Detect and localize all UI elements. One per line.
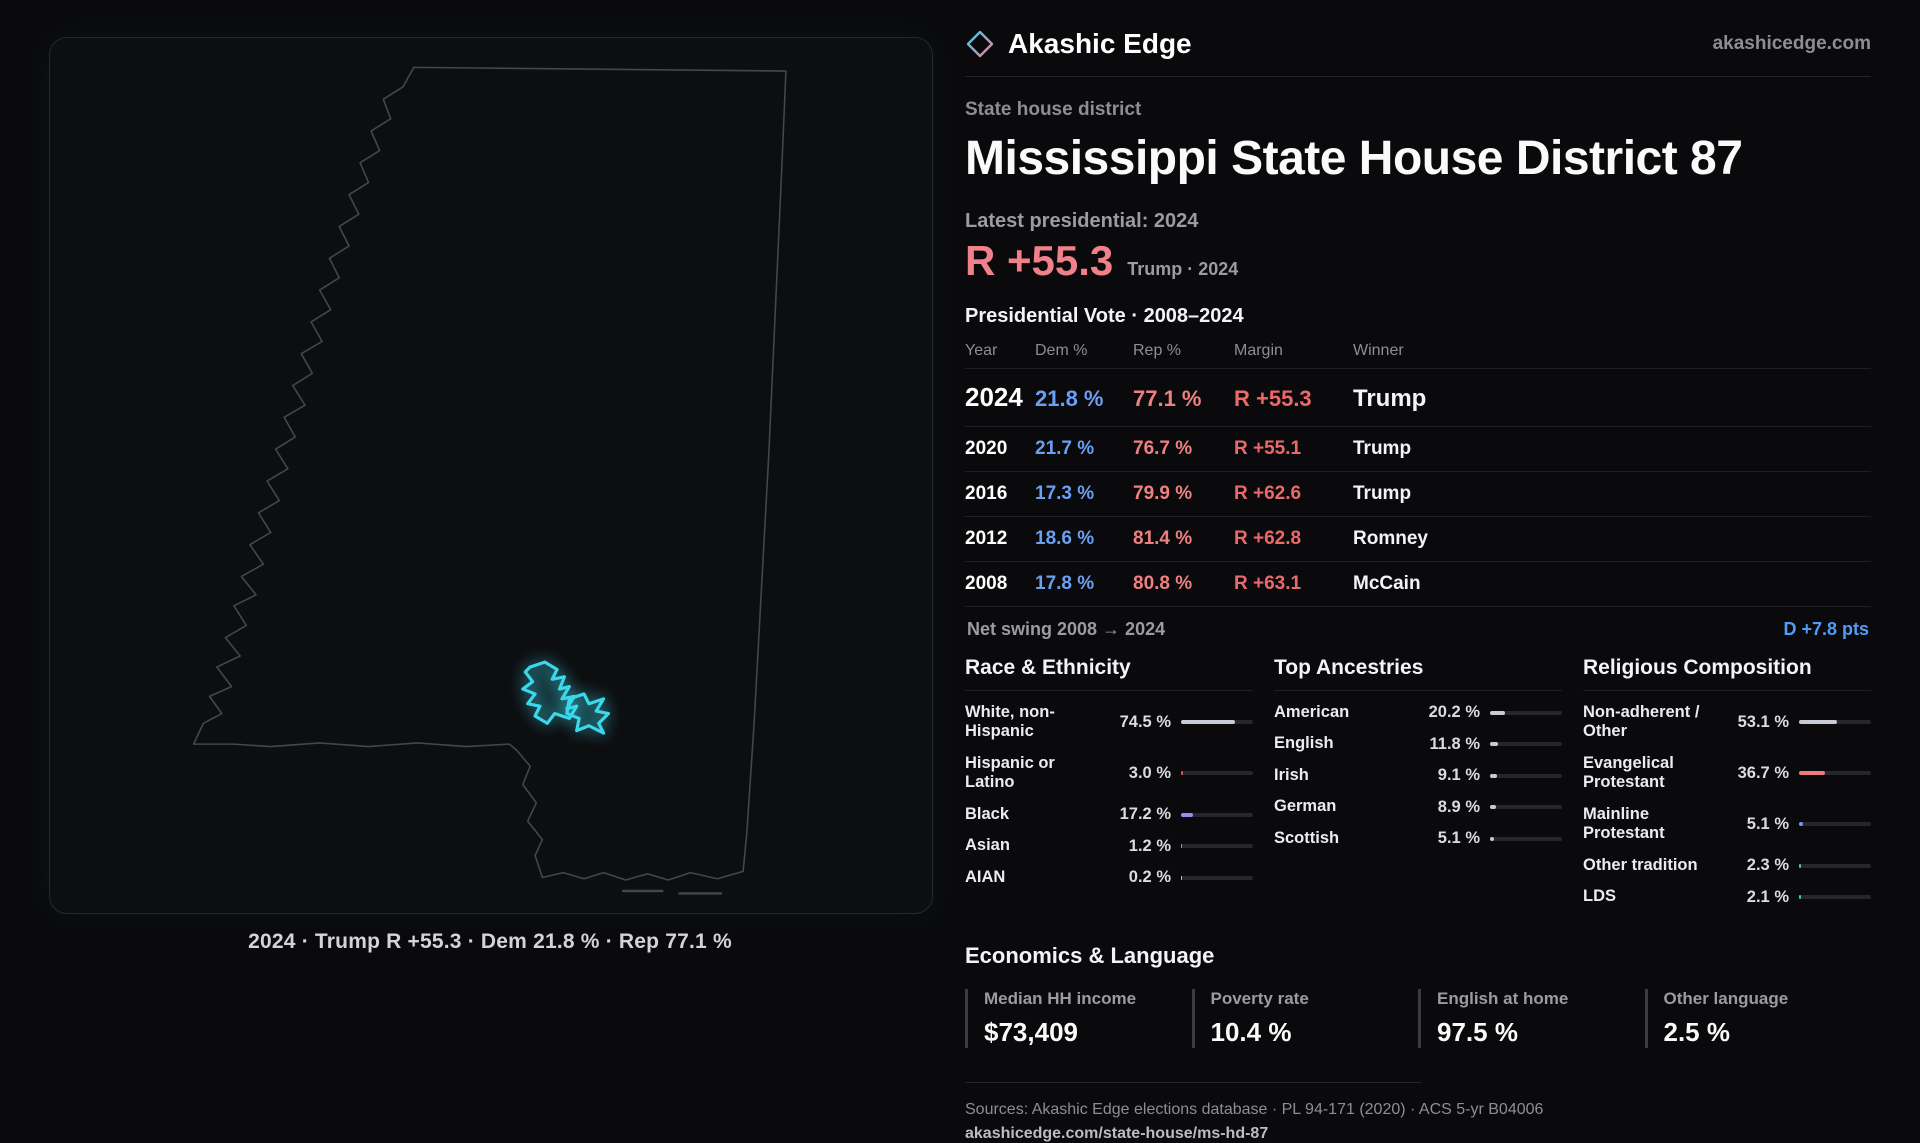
demo-row: LDS 2.1 % — [1583, 881, 1871, 912]
bar-fill — [1799, 771, 1825, 775]
bar-track — [1490, 711, 1562, 715]
demo-row: Evangelical Protestant 36.7 % — [1583, 748, 1871, 799]
net-swing-value: D +7.8 pts — [1783, 619, 1869, 640]
religion-section: Religious Composition Non-adherent / Oth… — [1583, 656, 1871, 913]
demo-row: Non-adherent / Other 53.1 % — [1583, 697, 1871, 748]
district-kicker: State house district — [965, 99, 1871, 121]
bar-track — [1181, 720, 1253, 724]
bar-fill — [1490, 774, 1497, 778]
bar-track — [1181, 813, 1253, 817]
col-winner: Winner — [1353, 342, 1871, 360]
bar-track — [1490, 774, 1562, 778]
bar-track — [1490, 805, 1562, 809]
demo-row: Mainline Protestant 5.1 % — [1583, 799, 1871, 850]
demo-row: Hispanic or Latino 3.0 % — [965, 748, 1253, 799]
district-detail-panel: Akashic Edge akashicedge.com State house… — [965, 28, 1871, 1143]
ancestries-title: Top Ancestries — [1274, 656, 1562, 691]
footer-divider — [965, 1082, 1421, 1083]
net-swing-row: Net swing 2008 → 2024 D +7.8 pts — [965, 606, 1871, 640]
bar-track — [1181, 771, 1253, 775]
vote-table-title: Presidential Vote · 2008–2024 — [965, 305, 1871, 328]
col-year: Year — [965, 342, 1035, 360]
page-title: Mississippi State House District 87 — [965, 131, 1871, 186]
site-link[interactable]: akashicedge.com — [1713, 33, 1871, 55]
bar-track — [1799, 771, 1871, 775]
table-row: 2008 17.8 % 80.8 % R +63.1 McCain — [965, 561, 1871, 606]
table-header-row: Year Dem % Rep % Margin Winner — [965, 336, 1871, 368]
bar-track — [1490, 742, 1562, 746]
religion-title: Religious Composition — [1583, 656, 1871, 691]
demo-row: AIAN 0.2 % — [965, 862, 1253, 893]
col-rep: Rep % — [1133, 342, 1234, 360]
col-margin: Margin — [1234, 342, 1353, 360]
table-row: 2012 18.6 % 81.4 % R +62.8 Romney — [965, 516, 1871, 561]
demo-row: White, non-Hispanic 74.5 % — [965, 697, 1253, 748]
bar-fill — [1490, 805, 1496, 809]
district-map-panel — [49, 37, 933, 914]
ancestries-section: Top Ancestries American 20.2 % English 1… — [1274, 656, 1562, 913]
table-row: 2024 21.8 % 77.1 % R +55.3 Trump — [965, 368, 1871, 426]
stat-english-at-home: English at home 97.5 % — [1418, 989, 1645, 1048]
headline-margin: R +55.3 Trump · 2024 — [965, 237, 1871, 285]
bar-track — [1181, 876, 1253, 880]
bar-fill — [1490, 837, 1494, 841]
header: Akashic Edge akashicedge.com — [965, 28, 1871, 77]
net-swing-label: Net swing 2008 → 2024 — [967, 619, 1165, 640]
brand: Akashic Edge — [965, 28, 1192, 60]
economics-stats: Median HH income $73,409 Poverty rate 10… — [965, 989, 1871, 1048]
demo-row: American 20.2 % — [1274, 697, 1562, 728]
economics-title: Economics & Language — [965, 943, 1871, 969]
demo-row: English 11.8 % — [1274, 728, 1562, 759]
stat-other-language: Other language 2.5 % — [1645, 989, 1872, 1048]
bar-track — [1490, 837, 1562, 841]
bar-fill — [1181, 720, 1235, 724]
bar-fill — [1181, 844, 1182, 848]
demo-row: Scottish 5.1 % — [1274, 823, 1562, 854]
race-ethnicity-title: Race & Ethnicity — [965, 656, 1253, 691]
sources-line: Sources: Akashic Edge elections database… — [965, 1101, 1871, 1119]
diamond-logo-icon — [965, 29, 995, 59]
demo-row: German 8.9 % — [1274, 791, 1562, 822]
bar-fill — [1799, 864, 1801, 868]
mississippi-map — [50, 38, 932, 913]
permalink[interactable]: akashicedge.com/state-house/ms-hd-87 — [965, 1125, 1871, 1143]
bar-fill — [1181, 771, 1183, 775]
margin-value: R +55.3 — [965, 237, 1113, 285]
bar-track — [1799, 864, 1871, 868]
margin-subtext: Trump · 2024 — [1127, 259, 1238, 280]
barrier-islands — [623, 891, 721, 893]
bar-track — [1799, 822, 1871, 826]
bar-fill — [1799, 822, 1803, 826]
demo-row: Irish 9.1 % — [1274, 760, 1562, 791]
demo-row: Other tradition 2.3 % — [1583, 850, 1871, 881]
demo-row: Black 17.2 % — [965, 799, 1253, 830]
bar-track — [1181, 844, 1253, 848]
race-ethnicity-section: Race & Ethnicity White, non-Hispanic 74.… — [965, 656, 1253, 913]
bar-fill — [1799, 895, 1801, 899]
table-row: 2020 21.7 % 76.7 % R +55.1 Trump — [965, 426, 1871, 471]
bar-fill — [1490, 742, 1498, 746]
latest-presidential-label: Latest presidential: 2024 — [965, 210, 1871, 233]
map-caption: 2024 · Trump R +55.3 · Dem 21.8 % · Rep … — [49, 930, 931, 954]
bar-track — [1799, 895, 1871, 899]
state-outline — [194, 67, 786, 880]
district-87-highlight[interactable] — [523, 662, 609, 733]
brand-name: Akashic Edge — [1008, 28, 1192, 60]
table-row: 2016 17.3 % 79.9 % R +62.6 Trump — [965, 471, 1871, 516]
demo-row: Asian 1.2 % — [965, 830, 1253, 861]
stat-median-income: Median HH income $73,409 — [965, 989, 1192, 1048]
bar-fill — [1181, 813, 1193, 817]
stat-poverty-rate: Poverty rate 10.4 % — [1192, 989, 1419, 1048]
presidential-vote-table: Year Dem % Rep % Margin Winner 2024 21.8… — [965, 336, 1871, 606]
bar-fill — [1490, 711, 1505, 715]
bar-track — [1799, 720, 1871, 724]
demographics-section: Race & Ethnicity White, non-Hispanic 74.… — [965, 656, 1871, 913]
bar-fill — [1799, 720, 1837, 724]
col-dem: Dem % — [1035, 342, 1133, 360]
